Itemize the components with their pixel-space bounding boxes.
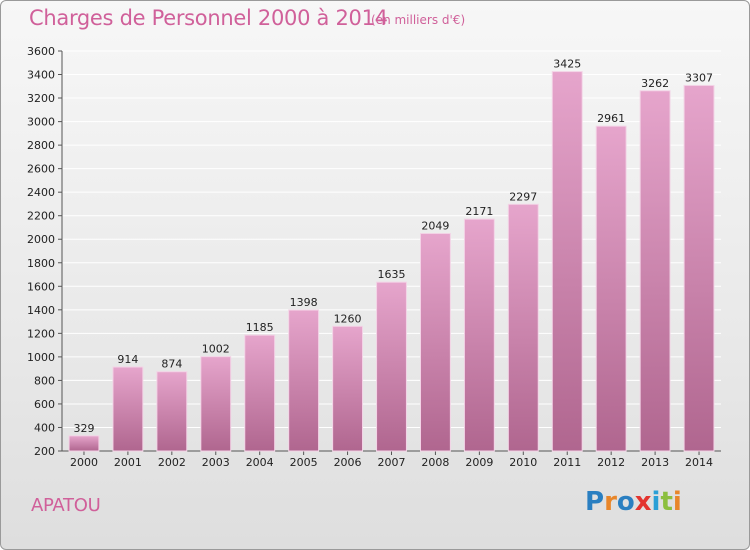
y-tick-label: 200 bbox=[34, 445, 55, 458]
bar-value-label: 2297 bbox=[509, 190, 537, 203]
bar bbox=[639, 90, 671, 452]
bar-value-label: 3307 bbox=[685, 71, 713, 84]
x-tick-label: 2014 bbox=[685, 456, 713, 469]
bar bbox=[463, 218, 495, 452]
y-tick-label: 3200 bbox=[27, 92, 55, 105]
y-tick-label: 400 bbox=[34, 421, 55, 434]
logo-letter: P bbox=[585, 487, 605, 517]
y-tick-label: 3400 bbox=[27, 69, 55, 82]
bar-value-label: 329 bbox=[73, 422, 94, 435]
bar-value-label: 1398 bbox=[290, 296, 318, 309]
y-tick-label: 3000 bbox=[27, 116, 55, 129]
x-tick-labels: 2000 2001 2002 2003 2004 2005 2006 2007 2008 2009… bbox=[70, 456, 713, 469]
y-tick-label: 600 bbox=[34, 398, 55, 411]
chart-subtitle: (en milliers d'€) bbox=[371, 13, 466, 27]
bar-value-label: 1002 bbox=[202, 343, 230, 356]
x-tick-label: 2001 bbox=[114, 456, 142, 469]
bar bbox=[332, 325, 364, 452]
bar bbox=[288, 309, 320, 452]
x-tick-label: 2005 bbox=[290, 456, 318, 469]
x-tick-label: 2004 bbox=[246, 456, 274, 469]
x-tick-label: 2009 bbox=[465, 456, 493, 469]
y-tick-label: 1000 bbox=[27, 351, 55, 364]
bar-value-label: 3425 bbox=[553, 58, 581, 71]
chart-title: Charges de Personnel 2000 à 2014 bbox=[29, 6, 388, 30]
bar-value-label: 1185 bbox=[246, 321, 274, 334]
bar bbox=[595, 125, 627, 452]
y-tick-label: 1400 bbox=[27, 304, 55, 317]
y-tick-label: 3600 bbox=[27, 45, 55, 58]
bar bbox=[376, 281, 407, 452]
bar bbox=[156, 371, 188, 452]
logo-letter: t bbox=[660, 487, 673, 517]
x-tick-label: 2007 bbox=[378, 456, 406, 469]
x-tick-label: 2000 bbox=[70, 456, 98, 469]
x-tick-label: 2008 bbox=[421, 456, 449, 469]
y-tick-labels: 200 400 600 800 1000 1200 1400 1600 1800 2000 2200… bbox=[27, 45, 55, 458]
bar-value-label: 874 bbox=[161, 358, 182, 371]
bar-value-label: 914 bbox=[117, 353, 138, 366]
x-tick-label: 2013 bbox=[641, 456, 669, 469]
bar-value-label: 2171 bbox=[465, 205, 493, 218]
x-tick-label: 2012 bbox=[597, 456, 625, 469]
x-tick-label: 2003 bbox=[202, 456, 230, 469]
bars bbox=[68, 71, 715, 452]
bar bbox=[244, 334, 276, 452]
x-tick-label: 2010 bbox=[509, 456, 537, 469]
bar-value-label: 3262 bbox=[641, 77, 669, 90]
bar bbox=[419, 232, 451, 452]
bar bbox=[551, 71, 583, 452]
logo-letter: o bbox=[616, 487, 635, 517]
y-tick-label: 2000 bbox=[27, 233, 55, 246]
bar bbox=[68, 435, 100, 452]
bar-value-label: 2961 bbox=[597, 112, 625, 125]
bar bbox=[112, 366, 144, 452]
bar-value-label: 1635 bbox=[378, 268, 406, 281]
bar bbox=[200, 356, 232, 452]
logo-letter: r bbox=[604, 487, 617, 517]
bar bbox=[507, 203, 539, 452]
x-tick-label: 2002 bbox=[158, 456, 186, 469]
bar-value-labels: 329 914 874 1002 1185 1398 1260 1635 2049 2171 229… bbox=[73, 58, 713, 435]
y-tick-label: 1200 bbox=[27, 327, 55, 340]
x-tick-label: 2006 bbox=[334, 456, 362, 469]
logo-letter: x bbox=[634, 487, 652, 517]
y-tick-label: 2800 bbox=[27, 139, 55, 152]
proxiti-logo[interactable]: Proxiti bbox=[585, 487, 682, 517]
bar-value-label: 2049 bbox=[421, 219, 449, 232]
y-tick-label: 2400 bbox=[27, 186, 55, 199]
logo-letter: i bbox=[672, 487, 682, 517]
y-tick-label: 800 bbox=[34, 374, 55, 387]
bar bbox=[683, 84, 715, 452]
x-tick-label: 2011 bbox=[553, 456, 581, 469]
bar-value-label: 1260 bbox=[334, 312, 362, 325]
y-tick-label: 1600 bbox=[27, 280, 55, 293]
y-tick-label: 2200 bbox=[27, 210, 55, 223]
logo-letter: i bbox=[651, 487, 661, 517]
place-name: APATOU bbox=[31, 495, 101, 516]
y-tick-label: 2600 bbox=[27, 163, 55, 176]
y-tick-label: 1800 bbox=[27, 257, 55, 270]
